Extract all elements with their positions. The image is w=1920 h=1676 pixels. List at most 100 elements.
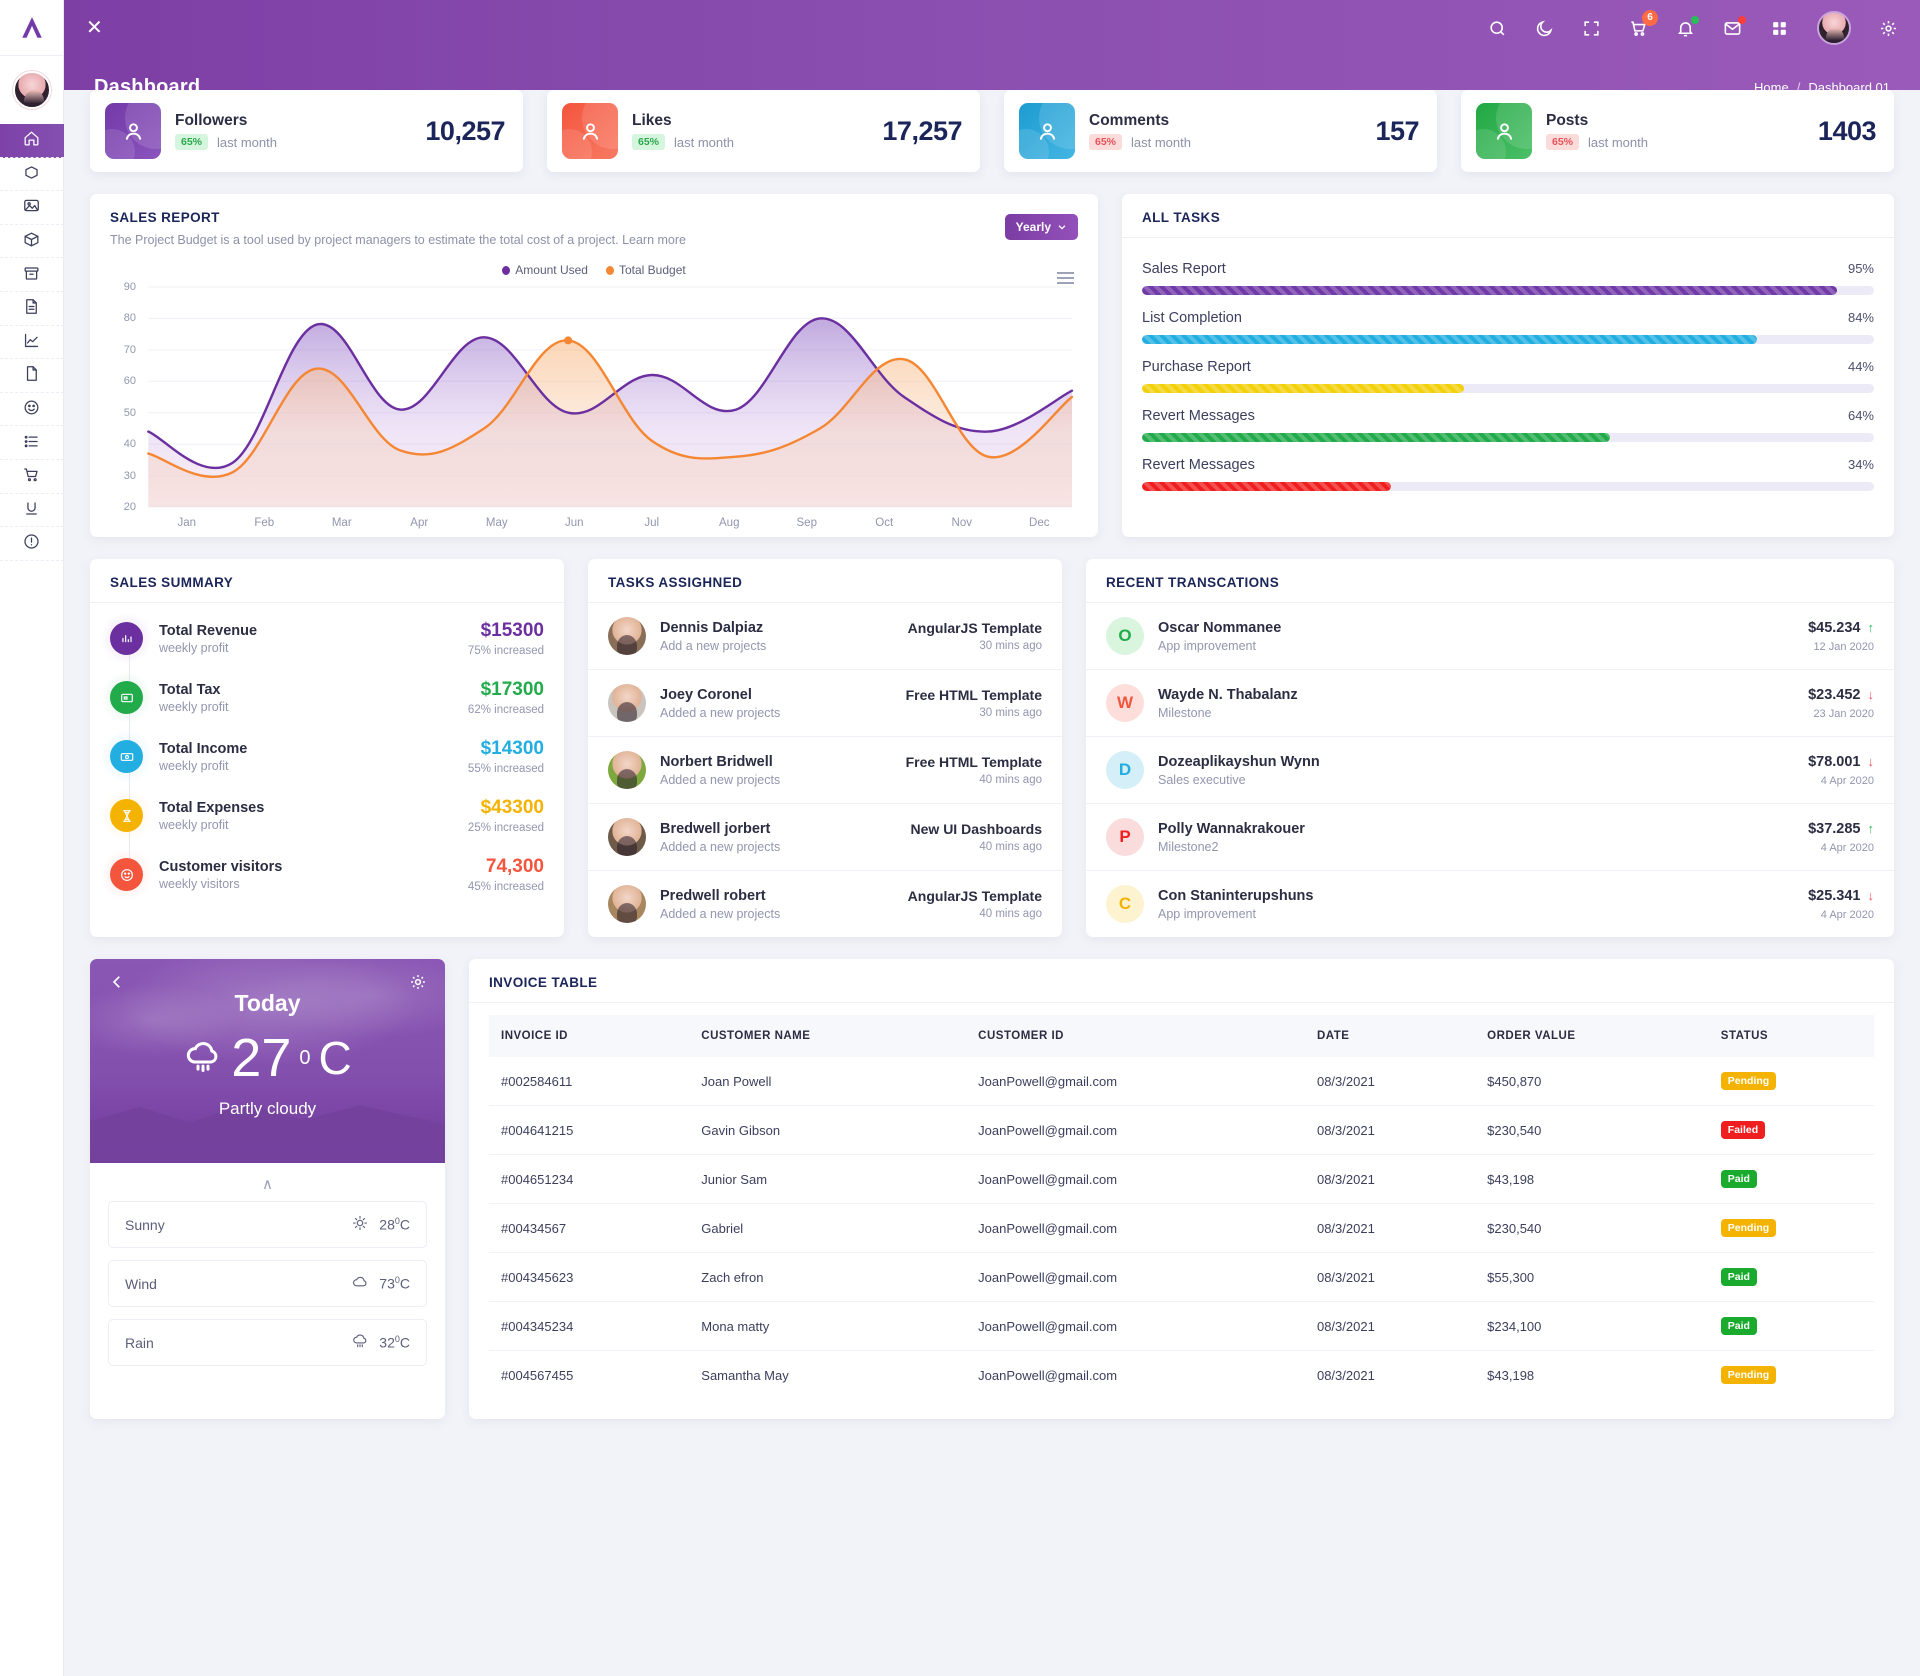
task-desc: Add a new projects — [660, 638, 767, 653]
table-row[interactable]: #002584611 Joan Powell JoanPowell@gmail.co… — [489, 1057, 1874, 1106]
moon-icon[interactable] — [1535, 19, 1554, 38]
legend-item-1[interactable]: Total Budget — [605, 263, 686, 277]
transaction-row[interactable]: O Oscar Nommanee App improvement $45.234 ↑ 12… — [1086, 603, 1894, 670]
summary-amount: $43300 — [480, 797, 544, 818]
weather-day: Today — [234, 990, 301, 1016]
bell-icon[interactable] — [1676, 15, 1699, 38]
legend-item-0[interactable]: Amount Used — [502, 263, 588, 277]
table-row[interactable]: #004641215 Gavin Gibson JoanPowell@gmail.c… — [489, 1105, 1874, 1155]
x-axis-tick: Jun — [564, 517, 584, 529]
transaction-row[interactable]: P Polly Wannakrakouer Milestone2 $37.285 ↑ 4 … — [1086, 804, 1894, 871]
stat-card-followers[interactable]: Followers 65% last month 10,257 — [90, 90, 523, 172]
transaction-row[interactable]: D Dozeaplikayshun Wynn Sales executive $78.… — [1086, 737, 1894, 804]
sales-report-header: Sales Report The Project Budget is a too… — [90, 194, 1098, 259]
recent-transactions-card: Recent Transcations O Oscar Nommanee App i… — [1086, 559, 1894, 937]
sidebar-item-files[interactable] — [0, 359, 64, 393]
search-icon[interactable] — [1488, 19, 1507, 38]
task-assigned-row[interactable]: Dennis Dalpiaz Add a new projects AngularJ… — [588, 603, 1062, 670]
forecast-row[interactable]: Rain 320C — [108, 1319, 427, 1366]
sales-summary-row[interactable]: Total Revenue weekly profit $15300 75% incr… — [100, 609, 544, 668]
cart-icon[interactable]: 6 — [1629, 9, 1658, 38]
forecast-values: 320C — [351, 1332, 410, 1353]
task-assigned-row[interactable]: Joey Coronel Added a new projects Free HTM… — [588, 670, 1062, 737]
sidebar-avatar[interactable] — [12, 56, 51, 124]
content-inner: Followers 65% last month 10,257 Likes 65% last… — [90, 90, 1894, 1419]
sidebar-item-components[interactable] — [0, 158, 64, 192]
user-avatar[interactable] — [1817, 11, 1851, 45]
task-progress-item: Revert Messages 64% — [1142, 408, 1874, 442]
table-row[interactable]: #004345623 Zach efron JoanPowell@gmail.com… — [489, 1252, 1874, 1302]
forecast-row[interactable]: Wind 730C — [108, 1260, 427, 1307]
hamburger-menu-icon[interactable] — [1057, 272, 1074, 284]
stat-card-likes[interactable]: Likes 65% last month 17,257 — [547, 90, 980, 172]
stat-card-comments[interactable]: Comments 65% last month 157 — [1004, 90, 1437, 172]
invoice-col-header[interactable]: Date — [1304, 1015, 1476, 1057]
sidebar-item-home[interactable] — [0, 124, 64, 158]
transaction-initial-avatar: C — [1106, 885, 1144, 923]
invoice-id: #004651234 — [489, 1154, 690, 1204]
invoice-col-header[interactable]: Invoice ID — [489, 1015, 690, 1057]
forecast-row[interactable]: Sunny 280C — [108, 1201, 427, 1248]
y-axis-tick: 20 — [123, 501, 136, 513]
sales-summary-row[interactable]: Customer visitors weekly visitors 74,300 45… — [100, 845, 544, 904]
sidebar-item-shop[interactable] — [0, 460, 64, 494]
degree-symbol: 0 — [394, 1216, 400, 1227]
gear-icon[interactable] — [409, 973, 427, 994]
sidebar-item-emoji[interactable] — [0, 393, 64, 427]
transaction-row[interactable]: W Wayde N. Thabalanz Milestone $23.452 ↓ 23 J… — [1086, 670, 1894, 737]
close-icon[interactable]: ✕ — [86, 17, 103, 39]
summary-desc: weekly profit — [159, 699, 229, 714]
sales-summary-row[interactable]: Total Income weekly profit $14300 55% incre… — [100, 727, 544, 786]
task-assigned-row[interactable]: Norbert Bridwell Added a new projects Free… — [588, 737, 1062, 804]
sales-summary-row[interactable]: Total Expenses weekly profit $43300 25% inc… — [100, 786, 544, 845]
bell-status-dot — [1691, 15, 1699, 24]
sidebar-item-typography[interactable] — [0, 494, 64, 528]
status-cell: Pending — [1709, 1351, 1874, 1400]
gear-icon[interactable] — [1879, 19, 1898, 38]
sidebar-item-lists[interactable] — [0, 426, 64, 460]
chevron-left-icon[interactable] — [108, 973, 126, 994]
sidebar-item-archive[interactable] — [0, 258, 64, 292]
transaction-meta: $25.341 ↓ 4 Apr 2020 — [1808, 888, 1874, 921]
tasks-assigned-list: Dennis Dalpiaz Add a new projects AngularJ… — [588, 603, 1062, 937]
task-assigned-row[interactable]: Bredwell jorbert Added a new projects New … — [588, 804, 1062, 871]
stat-value: 157 — [1375, 115, 1419, 146]
invoice-col-header[interactable]: Customer ID — [966, 1015, 1305, 1057]
all-tasks-card: All Tasks Sales Report 95% List Completion… — [1122, 194, 1894, 537]
user-icon — [1476, 103, 1532, 159]
range-select-button[interactable]: Yearly — [1004, 214, 1078, 240]
stat-card-posts[interactable]: Posts 65% last month 1403 — [1461, 90, 1894, 172]
customer-name: Junior Sam — [689, 1154, 967, 1204]
apps-grid-icon[interactable] — [1770, 19, 1789, 38]
table-row[interactable]: #004651234 Junior Sam JoanPowell@gmail.com… — [489, 1154, 1874, 1204]
sidebar-item-packages[interactable] — [0, 225, 64, 259]
chevron-down-icon — [1058, 225, 1066, 230]
invoice-col-header[interactable]: Customer Name — [689, 1015, 967, 1057]
task-label: Revert Messages — [1142, 408, 1255, 424]
invoice-col-header[interactable]: Order Value — [1475, 1015, 1709, 1057]
summary-delta: 55% increased — [467, 763, 544, 775]
chart-and-tasks-row: Sales Report The Project Budget is a too… — [90, 194, 1894, 537]
task-row: Sales Report 95% — [1142, 261, 1874, 277]
chevron-up-icon[interactable]: ∧ — [262, 1176, 273, 1193]
sales-summary-card: Sales Summary Total Revenue weekly profit… — [90, 559, 564, 937]
invoice-date: 08/3/2021 — [1304, 1203, 1476, 1253]
transaction-row[interactable]: C Con Staninterupshuns App improvement $25.… — [1086, 871, 1894, 937]
table-row[interactable]: #004567455 Samantha May JoanPowell@gmail.c… — [489, 1351, 1874, 1400]
app-logo-icon[interactable] — [0, 0, 64, 56]
forecast-label: Sunny — [125, 1216, 165, 1233]
table-row[interactable]: #004345234 Mona matty JoanPowell@gmail.com… — [489, 1301, 1874, 1351]
document-icon — [22, 297, 41, 319]
invoice-col-header[interactable]: Status — [1708, 1015, 1874, 1057]
sidebar-item-media[interactable] — [0, 191, 64, 225]
sidebar-item-documents[interactable] — [0, 292, 64, 326]
task-assigned-row[interactable]: Predwell robert Added a new projects Angul… — [588, 871, 1062, 937]
sidebar-item-analytics[interactable] — [0, 326, 64, 360]
sidebar-item-alerts[interactable] — [0, 527, 64, 561]
mail-icon[interactable] — [1723, 15, 1746, 38]
sales-summary-row[interactable]: Total Tax weekly profit $17300 62% increase… — [100, 668, 544, 727]
invoice-table-card: Invoice Table Invoice ID Customer Name Cus… — [469, 959, 1894, 1419]
table-row[interactable]: #00434567 Gabriel JoanPowell@gmail.com 08/3… — [489, 1203, 1874, 1253]
fullscreen-icon[interactable] — [1582, 19, 1601, 38]
